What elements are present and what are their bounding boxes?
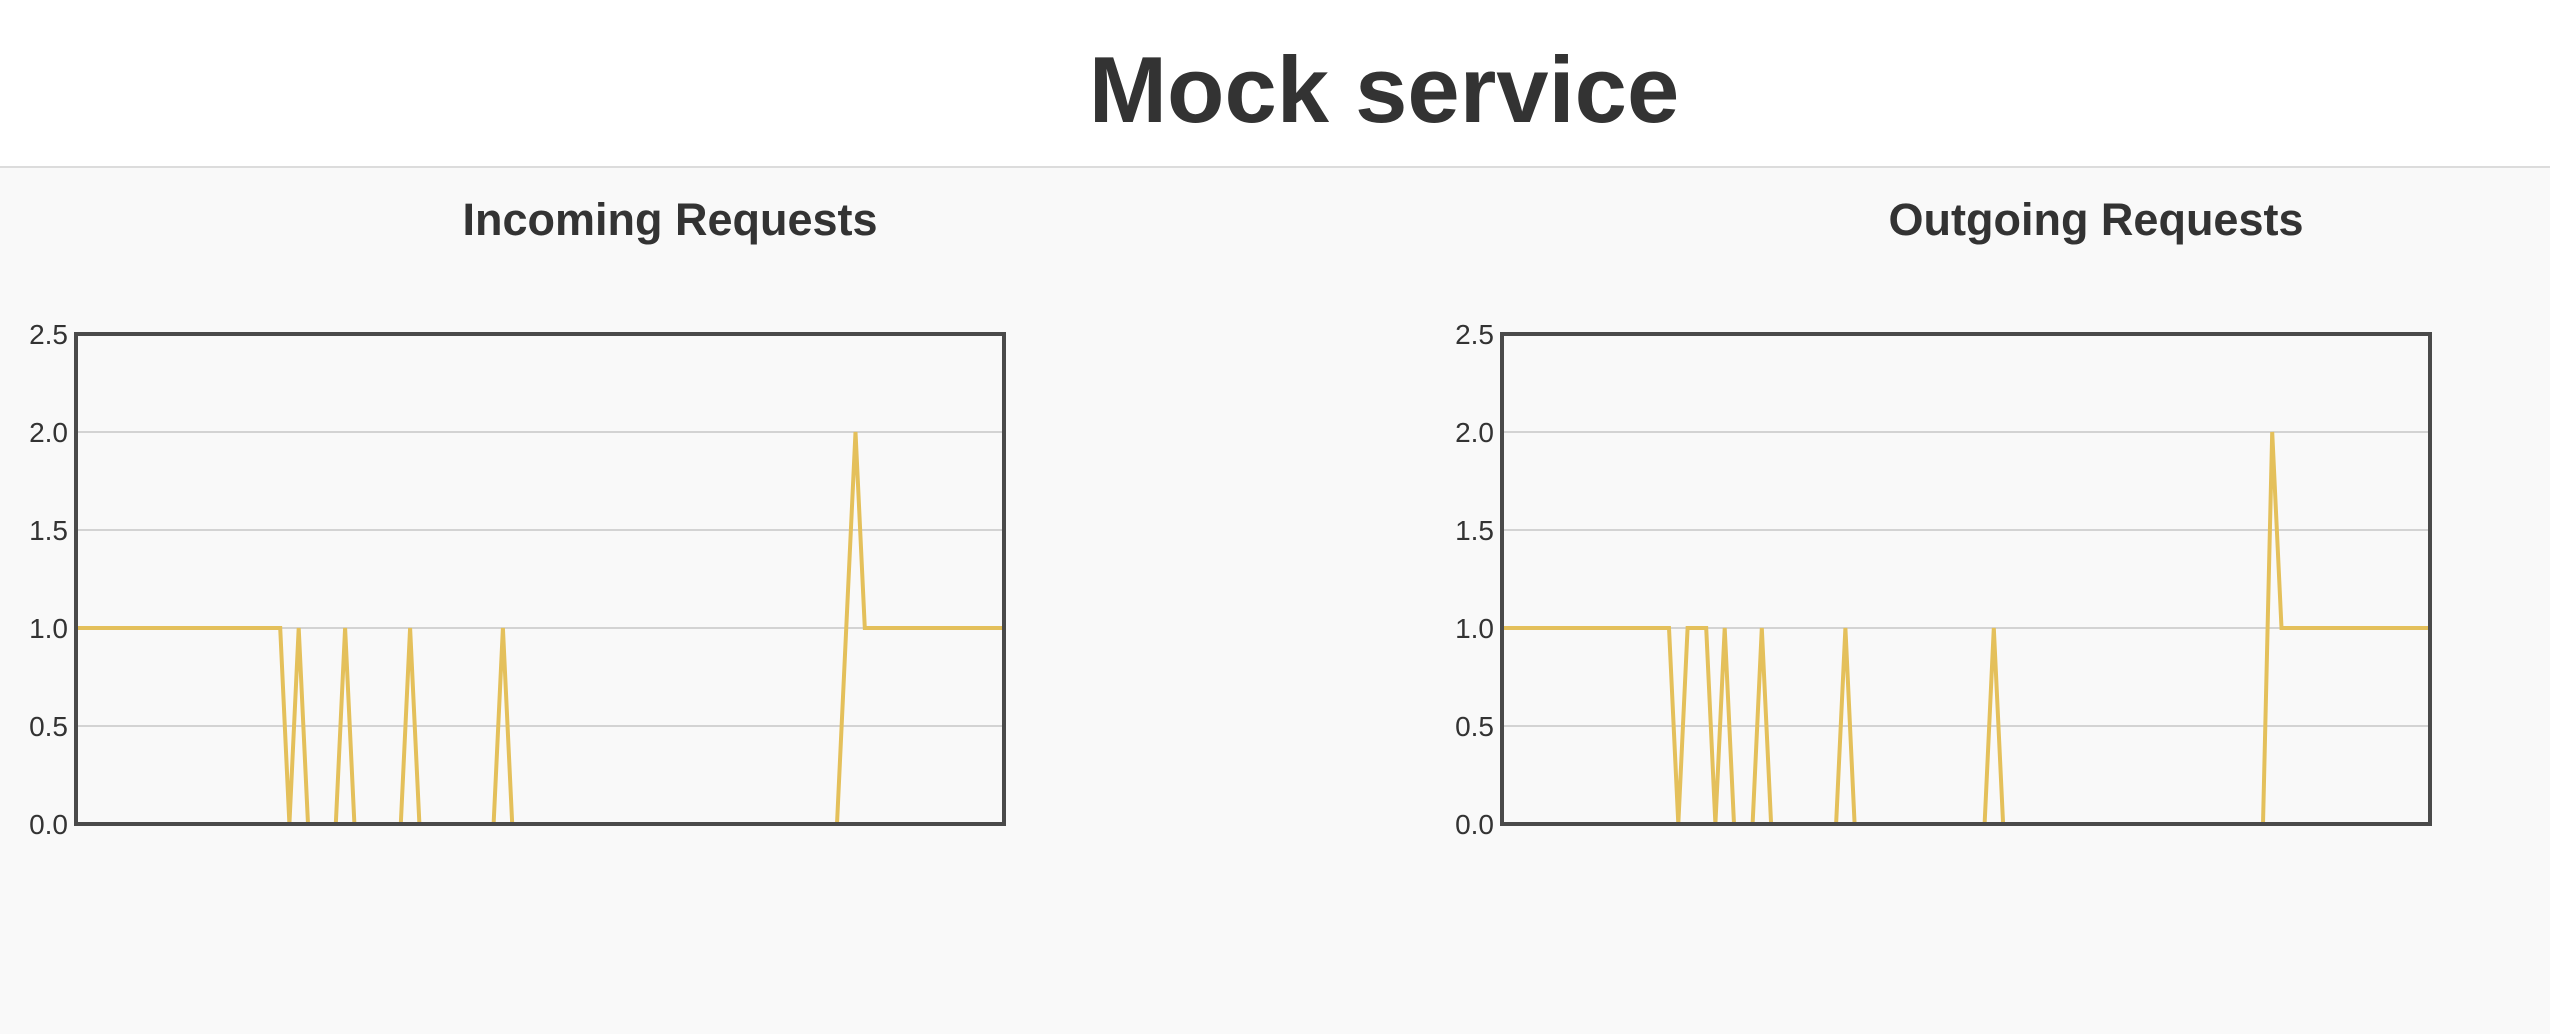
y-tick-label: 1.0 <box>29 613 68 644</box>
outgoing-requests-title: Outgoing Requests <box>1888 194 2304 245</box>
y-tick-label: 1.0 <box>1455 613 1494 644</box>
y-tick-label: 2.0 <box>1455 417 1494 448</box>
y-tick-label: 0.0 <box>29 809 68 840</box>
y-tick-label: 2.5 <box>29 319 68 350</box>
incoming-requests-chart: 0.0 0.5 1.0 1.5 2.0 2.5 <box>29 319 1006 840</box>
plot-frame <box>1500 332 2432 826</box>
y-tick-label: 2.0 <box>29 417 68 448</box>
y-tick-label: 0.5 <box>29 711 68 742</box>
y-tick-label: 0.5 <box>1455 711 1494 742</box>
plot-frame <box>74 332 1006 826</box>
y-tick-label: 2.5 <box>1455 319 1494 350</box>
y-tick-label: 1.5 <box>1455 515 1494 546</box>
page-title: Mock service <box>1088 37 1680 142</box>
page-header: Mock service <box>0 0 2550 168</box>
y-tick-label: 1.5 <box>29 515 68 546</box>
outgoing-requests-chart: 0.0 0.5 1.0 1.5 2.0 2.5 <box>1455 319 2432 840</box>
incoming-requests-title: Incoming Requests <box>462 194 878 245</box>
y-tick-label: 0.0 <box>1455 809 1494 840</box>
